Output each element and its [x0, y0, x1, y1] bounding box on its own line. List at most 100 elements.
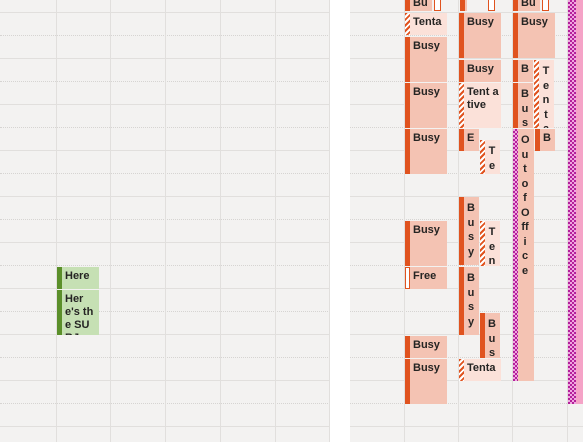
appointment-subject: Tenta — [413, 16, 442, 28]
appointment-subject: B — [521, 63, 529, 75]
grid-row-line — [350, 58, 583, 59]
appointment[interactable]: Te — [480, 140, 500, 174]
appointment[interactable]: Bu — [405, 0, 432, 11]
grid-column-line — [56, 0, 57, 442]
appointment[interactable]: Bus — [480, 313, 500, 358]
appointment-subject: Bu — [413, 0, 428, 9]
appointment[interactable]: B — [513, 60, 533, 82]
appointment[interactable]: Tenta — [534, 60, 554, 128]
grid-row-line — [350, 426, 583, 427]
appointment-subject: Out of Office — [521, 134, 530, 277]
appointment[interactable]: Busy — [405, 129, 447, 174]
appointment[interactable]: Busy — [459, 267, 479, 335]
appointment-status-bar — [459, 267, 464, 335]
appointment[interactable]: B — [535, 129, 555, 151]
appointment-subject: Busy — [413, 362, 440, 374]
grid-column-line — [567, 0, 568, 442]
calendar-right-pane[interactable]: Bu Tenta Busy Busy Busy Busy Free Busy B… — [350, 0, 583, 442]
appointment[interactable]: Tent ative — [459, 83, 501, 128]
appointment-status-bar — [459, 129, 464, 151]
appointment[interactable]: Free — [405, 267, 447, 289]
appointment-subject: Tenta — [542, 65, 550, 128]
appointment-subject: Busy — [467, 16, 494, 28]
appointment-subject: Free — [413, 270, 437, 282]
grid-row-line — [350, 173, 583, 174]
appointment-status-bar — [459, 197, 464, 265]
appointment-status-bar — [405, 221, 410, 266]
appointment-status-bar — [480, 313, 485, 358]
appointment[interactable]: Busy — [459, 13, 501, 58]
appointment[interactable]: Bu — [513, 0, 540, 11]
grid-column-line — [110, 0, 111, 442]
appointment-status-bar — [405, 83, 410, 128]
appointment-status-bar — [459, 83, 464, 128]
grid-row-line — [350, 403, 583, 404]
appointment-subject: E — [467, 132, 475, 144]
appointment-subject: Bu — [521, 0, 536, 9]
appointment-subject: Here — [65, 270, 90, 282]
out-of-office-pattern — [568, 0, 576, 404]
appointment-subject: Busy — [413, 339, 440, 351]
appointment-subject: Bus — [521, 88, 529, 128]
appointment[interactable]: Tenta — [459, 359, 501, 381]
appointment-status-bar — [405, 13, 410, 35]
appointment-status-bar — [459, 359, 464, 381]
grid-row-line — [350, 196, 583, 197]
all-day-fill — [576, 0, 583, 404]
grid-row-line — [350, 12, 583, 13]
appointment-status-bar — [405, 37, 410, 82]
appointment-free-block[interactable] — [542, 0, 549, 11]
appointment-small-block[interactable] — [460, 0, 467, 11]
grid-row-line — [350, 357, 583, 358]
grid-row-line — [350, 265, 583, 266]
appointment-subject: Ten — [488, 226, 496, 266]
grid-column-line — [512, 0, 513, 442]
pane-divider — [330, 0, 350, 442]
appointment-status-bar — [459, 13, 464, 58]
grid-column-line — [329, 0, 330, 442]
appointment-status-bar — [513, 60, 518, 82]
appointment-status-bar — [405, 359, 410, 404]
appointment[interactable]: Busy — [405, 37, 447, 82]
appointment-subject: Busy — [413, 86, 440, 98]
appointment-status-bar — [405, 336, 410, 358]
appointment[interactable]: Tenta — [405, 13, 447, 35]
appointment-status-bar — [513, 129, 518, 381]
appointment-status-bar — [57, 267, 62, 289]
appointment[interactable]: E — [459, 129, 479, 151]
calendar-left-pane[interactable]: Here Here's the SUBJ — [0, 0, 330, 442]
appointment-subject: Busy — [467, 202, 475, 258]
appointment[interactable]: Busy — [405, 359, 447, 404]
appointment-here[interactable]: Here — [57, 267, 99, 289]
appointment-status-bar — [513, 0, 518, 11]
appointment-status-bar — [480, 221, 485, 266]
appointment-status-bar — [405, 0, 410, 11]
grid-column-line — [165, 0, 166, 442]
appointment[interactable]: Busy — [405, 221, 447, 266]
appointment-status-bar — [480, 140, 485, 174]
grid-column-line — [458, 0, 459, 442]
appointment[interactable]: Bus — [513, 83, 533, 128]
appointment-status-bar — [405, 267, 410, 289]
appointment[interactable]: Busy — [459, 60, 501, 82]
appointment-subject: Busy — [413, 224, 440, 236]
appointment-status-bar — [460, 0, 465, 11]
out-of-office-strip[interactable] — [568, 0, 583, 404]
appointment-subject: B — [543, 132, 551, 144]
appointment-free-block[interactable] — [434, 0, 441, 11]
left-time-grid — [0, 0, 330, 442]
appointment-subject: Busy — [467, 272, 475, 328]
grid-column-line — [220, 0, 221, 442]
appointment-heres-the-subj[interactable]: Here's the SUBJ — [57, 290, 99, 335]
appointment-status-bar — [405, 129, 410, 174]
appointment[interactable]: Busy — [405, 83, 447, 128]
appointment[interactable]: Ten — [480, 221, 500, 266]
appointment-free-block[interactable] — [488, 0, 495, 11]
appointment-subject: Tenta — [467, 362, 496, 374]
appointment[interactable]: Busy — [459, 197, 479, 265]
appointment[interactable]: Busy — [513, 13, 555, 58]
appointment[interactable]: Busy — [405, 336, 447, 358]
appointment-status-bar — [535, 129, 540, 151]
appointment-status-bar — [57, 290, 62, 335]
appointment-out-of-office[interactable]: Out of Office — [513, 129, 534, 381]
